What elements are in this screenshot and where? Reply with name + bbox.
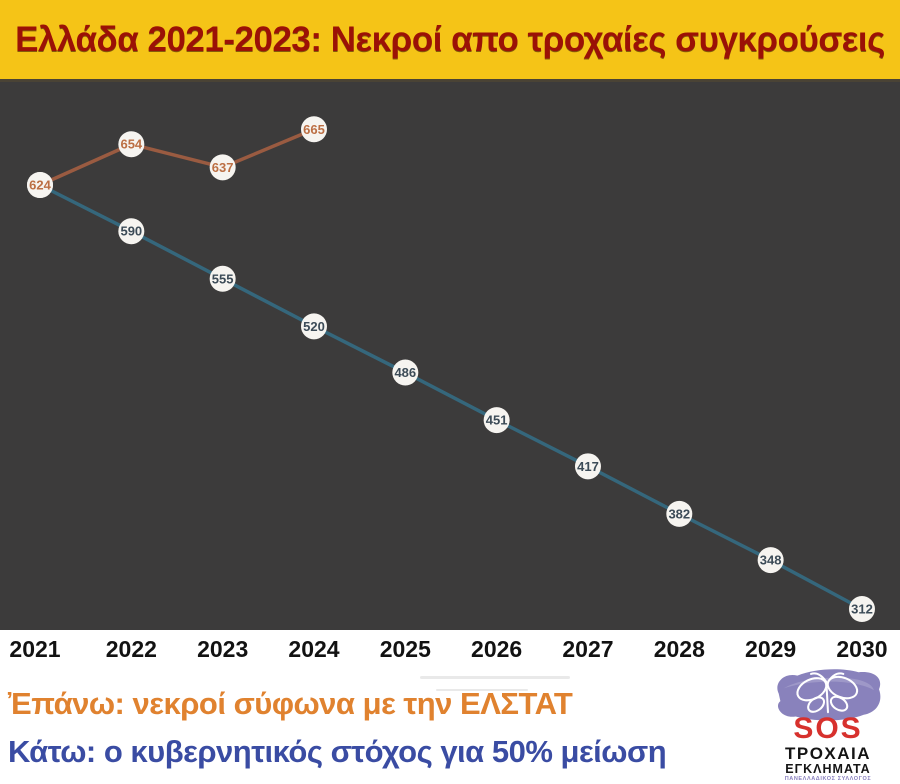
logo-line-egklimata: ΕΓΚΛΗΜΑΤΑ [785,761,871,776]
x-axis-label: 2025 [379,636,431,662]
data-point [757,547,784,574]
data-point-label: 348 [760,553,782,568]
data-point-label: 637 [212,160,234,175]
data-point [848,596,875,623]
data-point-label: 417 [577,459,599,474]
line-chart: 6245905555204864514173823483126246546376… [0,82,900,630]
x-axis-label: 2027 [562,636,614,662]
data-point-label: 451 [486,413,508,428]
series-line [39,183,863,611]
sos-trohaia-logo: SOS ΤΡΟΧΑΙΑ ΕΓΚΛΗΜΑΤΑ ΠΑΝΕΛΛΑΔΙΚΟΣ ΣΥΛΛΟ… [758,668,898,784]
data-point [118,131,145,158]
header-banner: Ελλάδα 2021-2023: Νεκροί απο τροχαίες συ… [0,0,900,82]
series-line [39,127,315,187]
x-axis: 2021 2022 2023 2024 2025 2026 2027 2028 2029 2030 [0,636,900,668]
data-point [118,218,145,245]
x-axis-label: 2030 [836,636,888,662]
legend-target-caption: Κάτω: ο κυβερνητικός στόχος για 50% μείω… [8,734,667,769]
x-axis-label: 2022 [105,636,157,662]
data-point-label: 382 [668,506,690,521]
x-axis-label: 2028 [653,636,705,662]
data-point-label: 555 [212,271,234,286]
data-point [574,453,601,480]
data-point-label: 486 [394,365,416,380]
x-axis-label: 2024 [288,636,340,662]
data-point [209,154,236,181]
legend-actual-caption: Ἐπάνω: νεκροί σύφωνα με την ΕΛΣΤΑΤ [8,686,573,721]
data-point [300,313,327,340]
data-point-label: 654 [120,137,142,152]
data-point [209,265,236,292]
data-point-label: 312 [851,602,873,617]
data-point [483,407,510,434]
data-point [392,359,419,386]
x-axis-label: 2026 [471,636,523,662]
x-axis-label: 2029 [745,636,797,662]
x-axis-label: 2021 [9,636,61,662]
sos-logo-text: SOS [793,711,863,745]
x-axis-label: 2023 [197,636,249,662]
data-point [666,500,693,527]
artifact-smudge [420,676,570,679]
artifact-smudge [436,689,528,691]
logo-line-association: ΠΑΝΕΛΛΑΔΙΚΟΣ ΣΥΛΛΟΓΟΣ [784,776,872,783]
line-chart-canvas: 6245905555204864514173823483126246546376… [27,116,875,623]
butterfly-icon [777,669,881,721]
data-point [27,172,53,198]
data-point-label: 520 [303,319,325,334]
data-point-label: 590 [120,224,142,239]
data-point [300,116,327,143]
chart-title: Ελλάδα 2021-2023: Νεκροί απο τροχαίες συ… [15,19,885,59]
data-point-label: 665 [303,122,325,137]
data-point-label: 624 [29,178,51,193]
logo-line-trohaia: ΤΡΟΧΑΙΑ [784,743,872,763]
